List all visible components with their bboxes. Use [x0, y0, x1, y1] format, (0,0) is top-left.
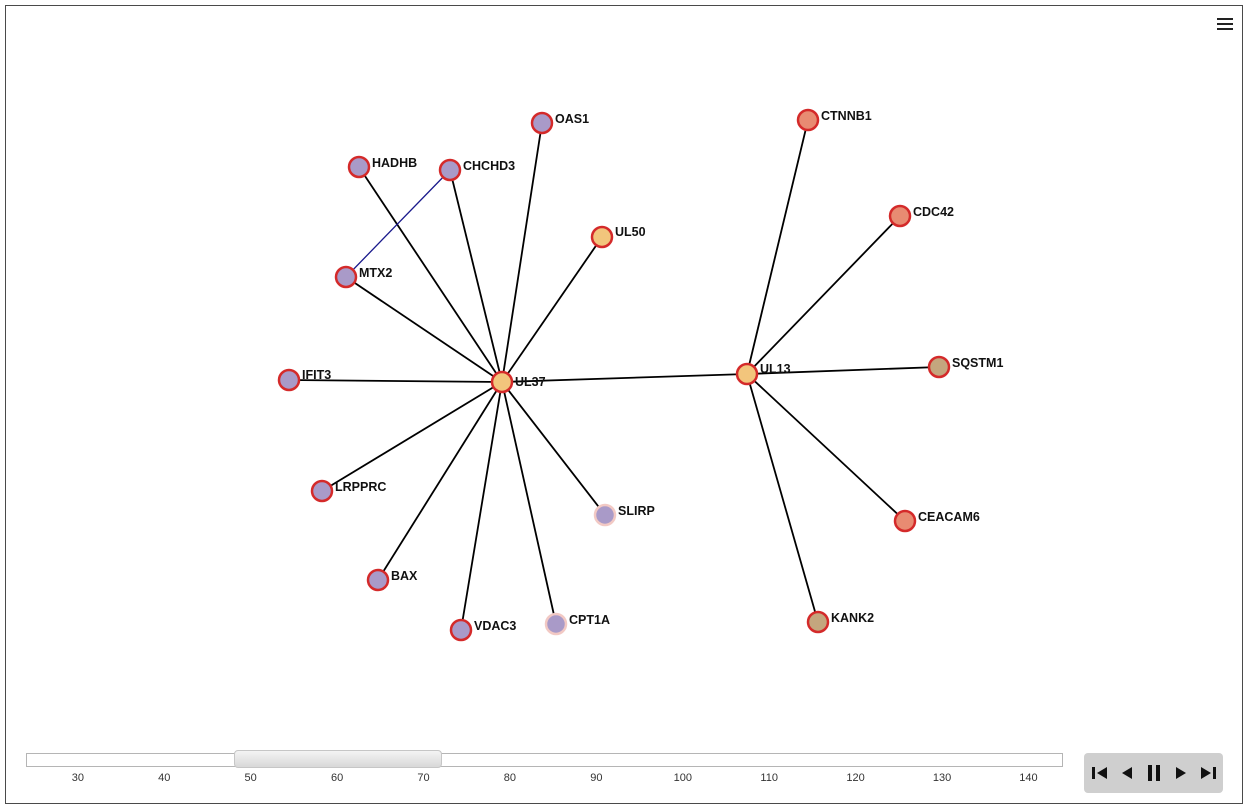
timeline-tick: 120	[846, 772, 865, 784]
node-circle[interactable]	[735, 362, 759, 386]
timeline-axis: 30 40 50 60 70 80 90 100 110 120 130 140	[26, 772, 1063, 788]
node-label: MTX2	[359, 266, 392, 280]
edge-ul13-kank2[interactable]	[746, 373, 819, 623]
node-chchd3[interactable]: CHCHD3	[438, 158, 515, 182]
edge-ul37-ul50[interactable]	[501, 236, 603, 383]
timeline-tick: 130	[932, 772, 952, 784]
node-circle[interactable]	[449, 618, 473, 642]
timeline-tick: 90	[590, 772, 603, 784]
node-slirp[interactable]: SLIRP	[593, 503, 655, 527]
node-ifit3[interactable]: IFIT3	[277, 368, 331, 392]
node-circle[interactable]	[888, 204, 912, 228]
node-label: CHCHD3	[463, 159, 515, 173]
timeline-tick: 140	[1019, 772, 1038, 784]
node-circle[interactable]	[438, 158, 462, 182]
timeline-tick: 30	[71, 772, 84, 784]
node-circle[interactable]	[310, 479, 334, 503]
play-icon[interactable]	[1170, 761, 1191, 785]
node-lrpprc[interactable]: LRPPRC	[310, 479, 386, 503]
node-ul50[interactable]: UL50	[590, 225, 646, 249]
node-label: KANK2	[831, 611, 874, 625]
node-circle[interactable]	[590, 225, 614, 249]
edge-ul37-slirp[interactable]	[501, 381, 606, 516]
edge-ul13-cdc42[interactable]	[746, 215, 901, 375]
node-sqstm1[interactable]: SQSTM1	[927, 355, 1003, 379]
edge-ul37-mtx2[interactable]	[345, 276, 503, 383]
node-circle[interactable]	[347, 155, 371, 179]
node-circle[interactable]	[593, 503, 617, 527]
network-graph[interactable]: UL37 UL13 UL50 OAS1 HADHB CHCHD3 MTX2 IFIT3 LRPP…	[0, 0, 1249, 740]
timeline-tick: 80	[503, 772, 517, 784]
node-ctnnb1[interactable]: CTNNB1	[796, 108, 872, 132]
node-circle[interactable]	[927, 355, 951, 379]
timeline-tick: 60	[330, 772, 344, 784]
node-label: SLIRP	[618, 504, 655, 518]
node-ul13[interactable]: UL13	[735, 362, 791, 386]
node-oas1[interactable]: OAS1	[530, 111, 589, 135]
node-kank2[interactable]: KANK2	[806, 610, 874, 634]
node-ceacam6[interactable]: CEACAM6	[893, 509, 980, 533]
node-label: VDAC3	[474, 619, 516, 633]
node-circle[interactable]	[893, 509, 917, 533]
node-cdc42[interactable]: CDC42	[888, 204, 954, 228]
node-label: UL13	[760, 362, 791, 376]
timeline-tick: 110	[760, 772, 778, 784]
edge-ul37-vdac3[interactable]	[460, 381, 503, 631]
edge-ul13-sqstm1[interactable]	[746, 366, 940, 375]
step-back-icon[interactable]	[1116, 761, 1137, 785]
edge-chchd3-mtx2[interactable]	[345, 169, 451, 278]
node-bax[interactable]: BAX	[366, 568, 418, 592]
node-label: LRPPRC	[335, 480, 386, 494]
node-label: UL50	[615, 225, 646, 239]
edge-ul13-ctnnb1[interactable]	[746, 119, 809, 375]
node-layer: UL37 UL13 UL50 OAS1 HADHB CHCHD3 MTX2 IFIT3 LRPP…	[277, 108, 1003, 642]
node-label: HADHB	[372, 156, 417, 170]
edge-ul37-chchd3[interactable]	[449, 169, 503, 383]
timeline-window-handle[interactable]	[234, 750, 442, 768]
node-circle[interactable]	[796, 108, 820, 132]
timeline-tick: 50	[244, 772, 257, 784]
node-circle[interactable]	[490, 370, 514, 394]
hamburger-menu-icon[interactable]	[1215, 15, 1235, 33]
node-cpt1a[interactable]: CPT1A	[544, 612, 610, 636]
node-circle[interactable]	[530, 111, 554, 135]
node-label: IFIT3	[302, 368, 331, 382]
node-label: BAX	[391, 569, 418, 583]
node-label: UL37	[515, 375, 546, 389]
last-frame-icon[interactable]	[1197, 761, 1218, 785]
playback-controls	[1084, 753, 1223, 793]
edge-ul37-cpt1a[interactable]	[501, 381, 557, 625]
node-label: CEACAM6	[918, 510, 980, 524]
edge-ul37-ifit3[interactable]	[288, 379, 503, 383]
node-hadhb[interactable]: HADHB	[347, 155, 417, 179]
timeline-tick: 70	[417, 772, 430, 784]
pause-icon[interactable]	[1143, 761, 1164, 785]
node-circle[interactable]	[544, 612, 568, 636]
node-mtx2[interactable]: MTX2	[334, 265, 392, 289]
node-circle[interactable]	[277, 368, 301, 392]
node-ul37[interactable]: UL37	[490, 370, 546, 394]
node-vdac3[interactable]: VDAC3	[449, 618, 516, 642]
node-label: CDC42	[913, 205, 954, 219]
first-frame-icon[interactable]	[1089, 761, 1110, 785]
edge-ul37-oas1[interactable]	[501, 122, 543, 383]
node-label: SQSTM1	[952, 356, 1003, 370]
node-circle[interactable]	[334, 265, 358, 289]
edge-ul37-hadhb[interactable]	[358, 166, 503, 383]
node-circle[interactable]	[806, 610, 830, 634]
timeline-slider[interactable]	[26, 750, 1063, 768]
edge-layer	[288, 119, 940, 631]
network-viewer-frame	[5, 5, 1243, 804]
node-label: CTNNB1	[821, 109, 872, 123]
timeline-tick: 100	[673, 772, 692, 784]
edge-ul37-ul13[interactable]	[501, 373, 748, 383]
timeline-tick: 40	[158, 772, 171, 784]
edge-ul13-ceacam6[interactable]	[746, 373, 906, 522]
node-circle[interactable]	[366, 568, 390, 592]
node-label: CPT1A	[569, 613, 610, 627]
node-label: OAS1	[555, 112, 589, 126]
edge-ul37-bax[interactable]	[377, 381, 503, 581]
edge-ul37-lrpprc[interactable]	[321, 381, 503, 492]
